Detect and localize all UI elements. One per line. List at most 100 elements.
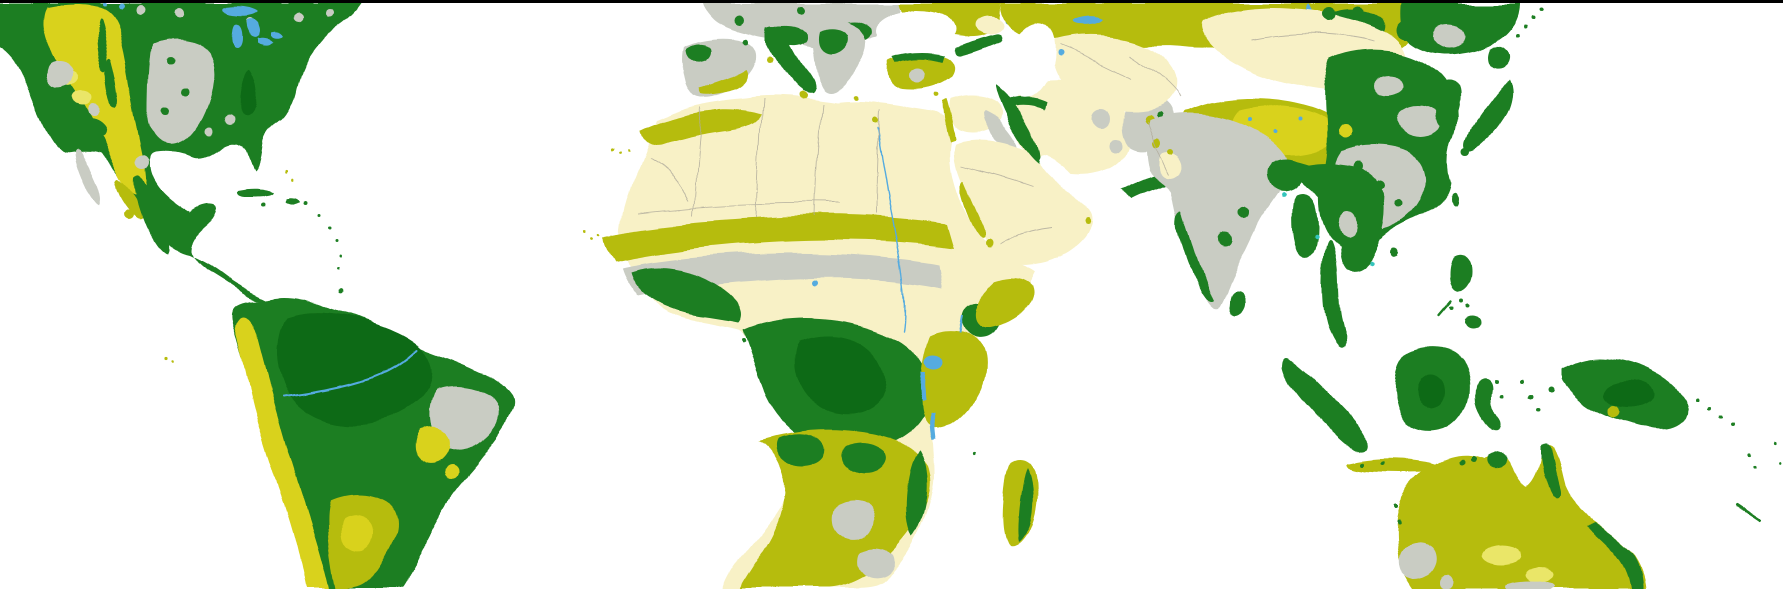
caucasus-green [954,33,1002,57]
landmass-south-america [164,296,516,589]
dinaric-green [818,27,849,53]
na-midwest-green-speckle [166,56,174,64]
antilles-dot [328,226,332,230]
malay-peninsula [1321,239,1346,352]
lake-michigan [231,25,242,48]
mesopotamia-gray [982,111,1018,154]
landmass-caribbean [237,170,345,293]
moluccas-dot [1529,392,1535,398]
sardinia-island [767,57,773,63]
persian-gulf [1038,154,1080,194]
na-midwest-mosaic [148,39,215,144]
kuril-island-dot [1540,7,1544,11]
na-west-drylands [44,5,148,196]
antilles-dot [318,213,322,217]
mindanao-island [1464,315,1480,329]
sakhalin-island [1498,3,1507,33]
borneo-dense-core [1418,374,1446,406]
inland-seas [877,10,1080,194]
india-green-patch [1218,233,1232,247]
antilles-dot [339,252,343,256]
yemen-highland-olive [984,240,992,248]
java-green-dot [1360,462,1364,466]
india-green-patch [1237,209,1249,221]
south-australia-gray-strip [1505,581,1555,589]
lake-ontario [272,31,285,38]
thailand-plain-gray [1339,212,1357,238]
kuril-island-dot [1524,25,1528,29]
indochina-forest [1292,162,1387,271]
landmass-oceania [1394,440,1781,589]
bahamas-dot [290,178,294,182]
sulawesi-arm-dot [1494,378,1498,382]
karoo-gray [857,548,896,580]
puerto-rico-island [304,201,308,205]
luzon-island [1450,253,1473,292]
outback-pale-patch [1525,567,1555,583]
galapagos-dot [164,354,168,358]
sierra-madre-green [134,175,169,254]
iran-gray-patch [1108,138,1122,152]
lake-chad [812,280,818,286]
solomon-island-dot [1706,404,1710,408]
zagros-green [995,85,1040,164]
amazon-river [283,349,417,397]
kuril-island-dot [1516,34,1520,38]
andes-dry-strip [235,316,330,589]
cape-york-green [1540,442,1560,500]
caspian-sea [1008,22,1056,98]
iberia-green-nw [686,43,711,62]
border-line [876,109,881,216]
border-line [1129,54,1181,99]
moluccas-dot [1549,387,1555,393]
arnhem-green [1486,453,1508,469]
lake-huron [246,19,261,37]
pamir-green-dot [1157,112,1163,118]
java-island [1345,458,1443,473]
na-rockies-streak [96,18,109,71]
horn-olive [974,276,1034,328]
lake-erie [258,37,275,45]
sw-australia-gray [1398,539,1437,578]
canary-island-dot [625,150,629,154]
lake-victoria [925,356,943,370]
shikoku-island [1475,140,1481,146]
na-midwest-green-speckle [181,86,189,94]
cuba-island [237,188,273,196]
sw-australia-gray [1440,575,1454,589]
congo-dense-core [794,334,887,415]
sumatra-island [1283,358,1366,452]
top-end-green-dot [1459,459,1465,465]
sahel-olive-band [604,215,952,262]
philippine-island-dot [1466,303,1470,307]
antilles-dot [337,265,341,269]
pontic-green-strip [893,53,944,64]
na-boreal-gray-mottle [295,13,305,23]
lake-superior [224,6,258,17]
western-ghats-green [1177,212,1213,302]
border-line [639,202,841,213]
asir-olive-strip [958,179,985,239]
levant-green-strip [942,100,955,142]
manchurian-plain-gray [1434,23,1466,47]
france-green-dot [735,15,745,25]
miombo-green-patch [775,433,826,466]
mekong-teal-dot [1367,259,1373,265]
fiji-dot [1774,440,1778,444]
anatolia-gray [909,68,925,84]
caatinga-gray [429,386,501,451]
landmass-africa [583,96,1037,589]
border-line [1147,121,1171,175]
myanmar-green-strip [1292,194,1318,259]
border-line [647,159,689,201]
new-caledonia-island [1734,504,1762,524]
landmass-north-america [0,2,362,301]
lake-tanganyika [919,372,925,401]
border-line [959,164,1033,187]
kuril-island-dot [1532,16,1536,20]
black-sea [877,10,957,50]
border-line [999,227,1051,246]
crete-island [852,95,858,101]
top-frame-line [0,0,1783,3]
punjab-olive-dot [1154,138,1162,146]
